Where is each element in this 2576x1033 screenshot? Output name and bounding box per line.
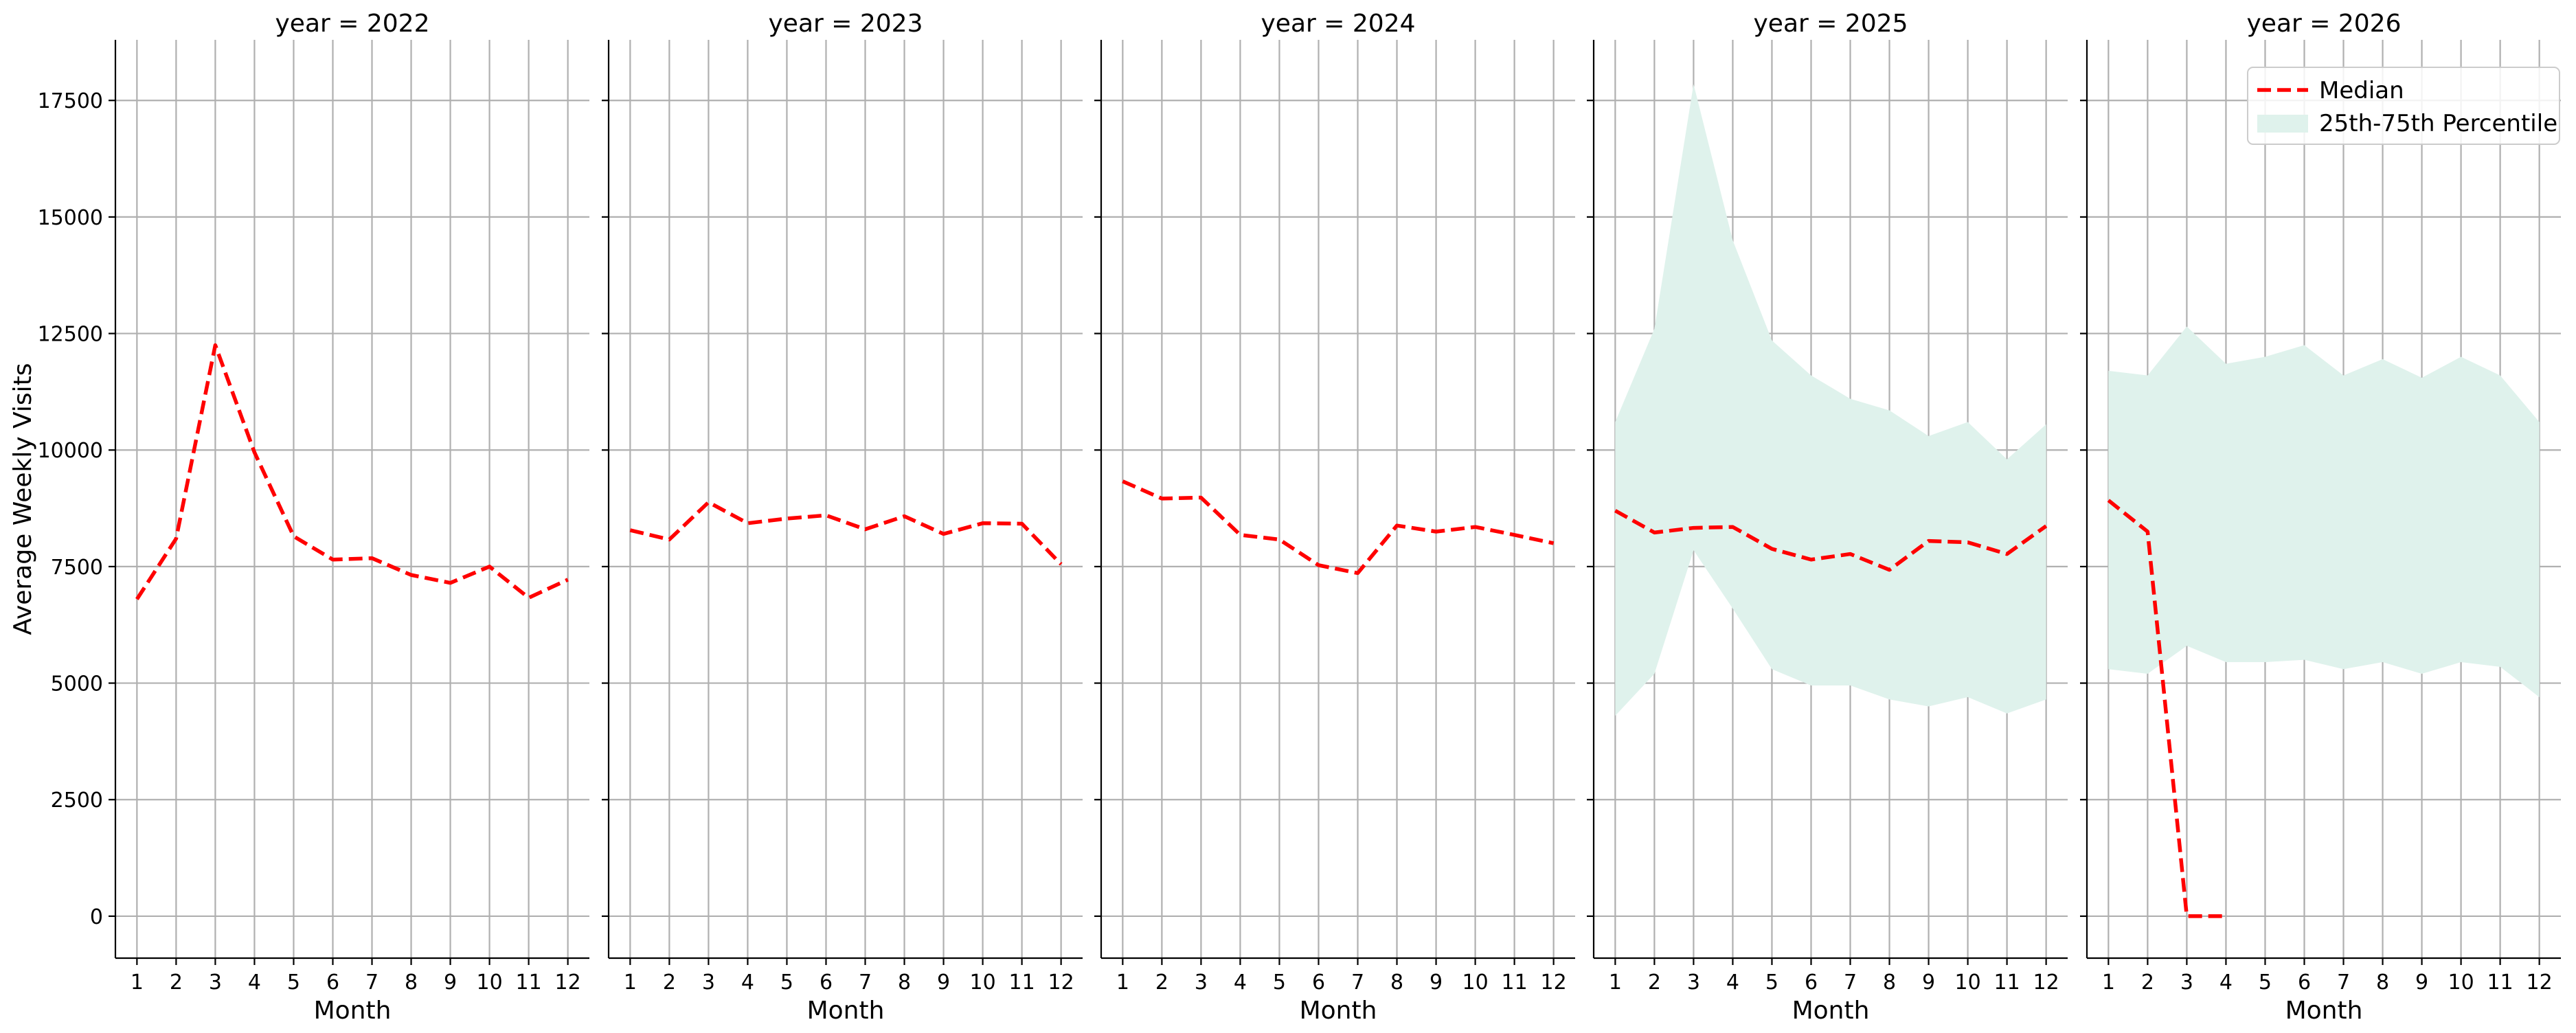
x-tick-label: 2	[170, 970, 183, 995]
median-line	[1614, 509, 2048, 572]
x-tick-label: 5	[1273, 970, 1286, 995]
legend-label: Median	[2319, 77, 2404, 104]
x-tick-label: 6	[1312, 970, 1325, 995]
x-axis-label: Month	[1300, 997, 1377, 1025]
percentile-band	[2108, 326, 2540, 697]
x-tick-label: 3	[702, 970, 715, 995]
legend: Median 25th-75th Percentile	[2247, 67, 2560, 145]
x-tick-label: 4	[2219, 970, 2233, 995]
x-tick-label: 1	[624, 970, 637, 995]
x-tick-label: 4	[1726, 970, 1739, 995]
legend-label: 25th-75th Percentile	[2319, 110, 2557, 137]
x-tick-label: 3	[1687, 970, 1700, 995]
x-tick-label: 4	[741, 970, 754, 995]
x-tick-label: 12	[555, 970, 581, 995]
x-tick-label: 3	[1195, 970, 1208, 995]
x-tick-label: 6	[326, 970, 339, 995]
x-tick-label: 5	[1765, 970, 1778, 995]
panel-title: year = 2024	[1261, 10, 1416, 38]
median-line	[1122, 479, 1555, 576]
median-line	[629, 500, 1063, 566]
x-tick-label: 10	[476, 970, 502, 995]
x-tick-label: 4	[1234, 970, 1247, 995]
x-tick-label: 5	[780, 970, 793, 995]
x-tick-label: 7	[1351, 970, 1364, 995]
y-tick-label: 2500	[51, 788, 103, 813]
median-line	[135, 343, 569, 600]
x-tick-label: 11	[1994, 970, 2020, 995]
median-line	[2107, 499, 2226, 918]
x-tick-label: 11	[2487, 970, 2513, 995]
x-tick-label: 8	[1883, 970, 1896, 995]
x-tick-label: 7	[1844, 970, 1857, 995]
x-tick-label: 9	[2415, 970, 2428, 995]
x-tick-label: 1	[1116, 970, 1129, 995]
y-axis-label: Average Weekly Visits	[9, 363, 37, 635]
x-axis-label: Month	[1792, 997, 1870, 1025]
x-tick-label: 10	[969, 970, 995, 995]
x-tick-label: 1	[1609, 970, 1622, 995]
x-tick-label: 9	[1430, 970, 1443, 995]
x-tick-label: 12	[1541, 970, 1567, 995]
y-tick-label: 15000	[38, 206, 103, 230]
panel-1: 1 2 3 4 5 6 7 8 9 10 11 120250050007500100001250015…	[38, 10, 589, 1025]
x-tick-label: 9	[1922, 970, 1935, 995]
y-tick-label: 17500	[38, 89, 103, 113]
x-tick-label: 10	[1954, 970, 1980, 995]
panel-title: year = 2022	[275, 10, 430, 38]
x-tick-label: 2	[1648, 970, 1661, 995]
x-tick-label: 2	[2141, 970, 2154, 995]
x-tick-label: 11	[1009, 970, 1035, 995]
x-tick-label: 11	[516, 970, 542, 995]
legend-swatch-band	[2257, 115, 2308, 133]
y-tick-label: 10000	[38, 439, 103, 463]
x-tick-label: 5	[287, 970, 300, 995]
x-tick-label: 2	[663, 970, 676, 995]
x-tick-label: 7	[365, 970, 379, 995]
x-tick-label: 3	[209, 970, 222, 995]
x-tick-label: 10	[1462, 970, 1488, 995]
x-tick-label: 2	[1155, 970, 1168, 995]
x-tick-label: 8	[2376, 970, 2389, 995]
x-axis-label: Month	[807, 997, 885, 1025]
x-tick-label: 5	[2259, 970, 2272, 995]
y-tick-label: 7500	[51, 556, 103, 580]
x-tick-label: 1	[2102, 970, 2115, 995]
x-tick-label: 12	[2527, 970, 2553, 995]
y-tick-label: 5000	[51, 672, 103, 696]
x-tick-label: 12	[2033, 970, 2059, 995]
panel-title: year = 2025	[1754, 10, 1908, 38]
percentile-band	[1615, 84, 2046, 716]
x-tick-label: 6	[820, 970, 833, 995]
x-tick-label: 10	[2448, 970, 2474, 995]
x-tick-label: 8	[405, 970, 418, 995]
y-tick-label: 12500	[38, 323, 103, 347]
panel-title: year = 2023	[769, 10, 923, 38]
panel-title: year = 2026	[2247, 10, 2402, 38]
x-tick-label: 7	[2337, 970, 2350, 995]
x-tick-label: 9	[444, 970, 457, 995]
y-tick-label: 0	[90, 905, 103, 929]
x-tick-label: 8	[898, 970, 911, 995]
x-tick-label: 1	[131, 970, 144, 995]
x-tick-label: 7	[859, 970, 872, 995]
x-tick-label: 11	[1502, 970, 1528, 995]
x-tick-label: 12	[1048, 970, 1074, 995]
x-tick-label: 6	[1805, 970, 1818, 995]
x-tick-label: 8	[1390, 970, 1403, 995]
x-tick-label: 9	[937, 970, 950, 995]
x-tick-label: 4	[248, 970, 261, 995]
x-axis-label: Month	[314, 997, 392, 1025]
x-axis-label: Month	[2285, 997, 2363, 1025]
legend-frame	[2247, 67, 2560, 145]
x-tick-label: 3	[2180, 970, 2193, 995]
x-tick-label: 6	[2298, 970, 2311, 995]
